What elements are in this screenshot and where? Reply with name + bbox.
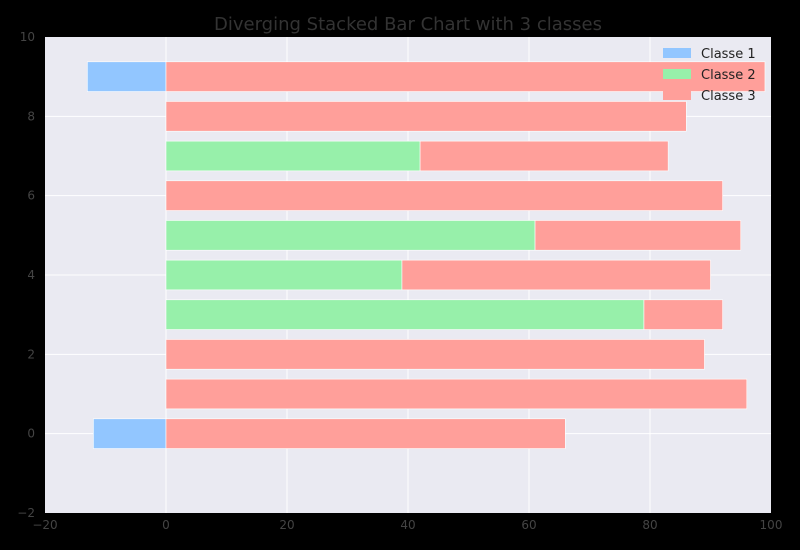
bar-segment-classe-3 [165,378,748,410]
x-tick-label: 0 [162,518,170,532]
x-tick-label: 60 [521,518,536,532]
y-tick-label: −2 [17,506,35,520]
y-tick-label: 10 [20,30,35,44]
bar-segment-classe-2 [165,220,536,251]
legend-label: Classe 2 [701,68,756,83]
chart-title: Diverging Stacked Bar Chart with 3 class… [214,14,602,35]
legend-swatch [663,48,691,58]
bar-segment-classe-3 [165,101,687,132]
y-tick-label: 4 [27,268,35,282]
y-axis-ticks: −2 0 2 4 6 8 10 [17,30,35,520]
x-tick-label: 20 [279,518,294,532]
bar-segment-classe-3 [165,418,566,449]
bar-segment-classe-3 [165,180,723,211]
y-tick-label: 2 [27,347,35,361]
legend-swatch [663,69,691,79]
y-tick-label: 0 [27,427,35,441]
bar-segment-classe-1 [93,418,167,449]
x-tick-label: 80 [642,518,657,532]
bar-segment-classe-1 [87,61,167,92]
bar-segment-classe-3 [401,259,711,291]
x-axis-ticks: −20 0 20 40 60 80 100 [32,518,782,532]
legend: Classe 1 Classe 2 Classe 3 [663,47,756,104]
bar-segment-classe-3 [419,140,669,172]
legend-label: Classe 1 [701,47,756,62]
bar-segment-classe-3 [165,339,705,370]
y-tick-label: 8 [27,109,35,123]
x-tick-label: 100 [760,518,783,532]
legend-swatch [663,90,691,100]
bar-segment-classe-3 [534,220,742,251]
x-tick-label: 40 [400,518,415,532]
bar-segment-classe-3 [643,299,723,330]
legend-label: Classe 3 [701,89,756,104]
y-tick-label: 6 [27,189,35,203]
x-tick-label: −20 [32,518,57,532]
bar-segment-classe-2 [165,140,421,172]
bar-segment-classe-2 [165,259,403,291]
bar-segment-classe-2 [165,299,645,330]
